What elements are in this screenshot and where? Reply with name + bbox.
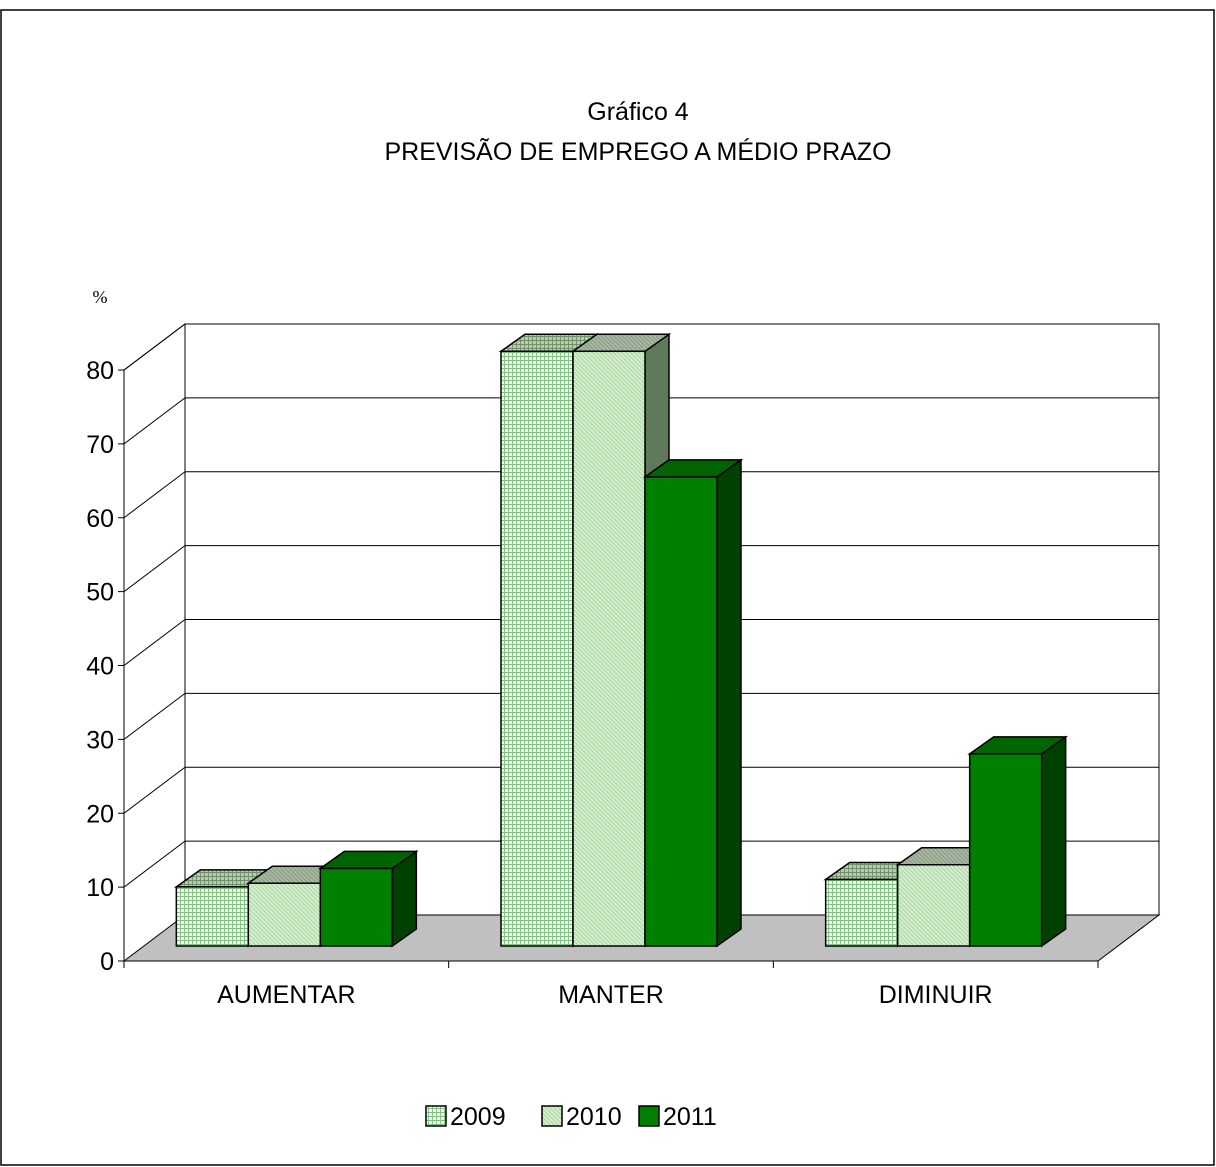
bar-front <box>824 878 899 947</box>
legend-swatch-2010 <box>541 1105 563 1127</box>
y-tick-label: 70 <box>86 431 114 459</box>
legend-label-2010: 2010 <box>566 1103 622 1131</box>
bar-front <box>247 882 322 947</box>
x-tick-label: MANTER <box>558 981 664 1009</box>
y-tick-label: 0 <box>100 948 114 976</box>
bar-front <box>968 753 1043 947</box>
gridline-side <box>123 766 186 814</box>
bar-front <box>500 350 574 947</box>
y-tick-label: 60 <box>86 505 114 533</box>
y-tick-label: 30 <box>86 726 114 754</box>
y-tick-label: 50 <box>86 579 114 607</box>
bar-manter-2011 <box>642 458 744 948</box>
bar-front <box>572 350 646 947</box>
gridline-side <box>123 840 186 888</box>
gridline-side <box>123 619 186 666</box>
y-axis-top-edge <box>123 323 186 371</box>
x-tick-label: AUMENTAR <box>217 981 355 1009</box>
bar-diminuir-2011 <box>967 735 1069 948</box>
bar-front <box>644 476 718 947</box>
y-tick-label: 10 <box>86 874 114 902</box>
y-tick-label: 20 <box>86 800 114 828</box>
gridline-side <box>123 692 186 740</box>
gridline-side <box>123 471 186 519</box>
legend-label-2009: 2009 <box>450 1103 506 1131</box>
y-tick-label: 40 <box>86 653 114 681</box>
plot-area: 0 10 20 30 40 50 60 70 80 AUMENTAR MANTER DIMINUIR <box>86 323 1161 1009</box>
legend-swatch-2009 <box>425 1105 447 1127</box>
chart-title: Gráfico 4 <box>587 98 689 126</box>
chart-subtitle: PREVISÃO DE EMPREGO A MÉDIO PRAZO <box>384 137 891 166</box>
bar-front <box>319 867 394 947</box>
bar-side <box>716 458 742 948</box>
bar-front <box>175 886 250 947</box>
y-tick-label: 80 <box>86 357 114 385</box>
y-axis-label: % <box>93 287 108 307</box>
bar-front <box>896 863 971 947</box>
bar-aumentar-2011 <box>317 849 419 948</box>
legend-label-2011: 2011 <box>663 1103 717 1131</box>
legend: 2009 2010 2011 <box>425 1103 717 1131</box>
gridline-side <box>123 397 186 445</box>
gridline-side <box>123 545 186 593</box>
bar-side <box>1040 735 1067 948</box>
x-tick-label: DIMINUIR <box>879 981 993 1009</box>
legend-swatch-2011 <box>638 1105 660 1127</box>
